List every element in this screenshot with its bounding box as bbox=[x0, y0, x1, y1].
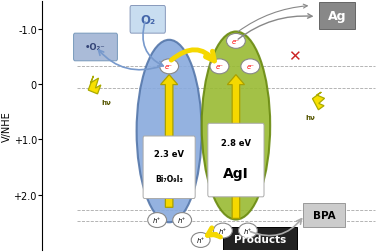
Text: Products: Products bbox=[234, 234, 286, 244]
Text: Bi₇O₉I₃: Bi₇O₉I₃ bbox=[155, 174, 183, 183]
Polygon shape bbox=[88, 77, 101, 94]
Polygon shape bbox=[312, 93, 325, 110]
FancyArrow shape bbox=[161, 75, 178, 207]
Ellipse shape bbox=[148, 213, 166, 228]
FancyBboxPatch shape bbox=[74, 34, 117, 61]
FancyBboxPatch shape bbox=[223, 227, 297, 251]
Text: 2.3 eV: 2.3 eV bbox=[154, 149, 184, 158]
Text: •O₂⁻: •O₂⁻ bbox=[85, 43, 106, 52]
Ellipse shape bbox=[173, 213, 192, 228]
FancyBboxPatch shape bbox=[303, 203, 345, 227]
Text: O₂: O₂ bbox=[140, 14, 155, 27]
Text: BPA: BPA bbox=[313, 210, 335, 220]
Ellipse shape bbox=[210, 60, 229, 75]
Text: h⁺: h⁺ bbox=[219, 228, 227, 234]
Ellipse shape bbox=[191, 233, 210, 247]
Ellipse shape bbox=[214, 223, 232, 238]
Text: h⁺: h⁺ bbox=[153, 217, 161, 223]
Text: AgI: AgI bbox=[223, 166, 249, 180]
Text: e⁻: e⁻ bbox=[216, 64, 223, 70]
FancyArrow shape bbox=[227, 75, 245, 218]
Y-axis label: V/NHE: V/NHE bbox=[2, 111, 12, 141]
Text: e⁻: e⁻ bbox=[232, 39, 240, 45]
Text: ✕: ✕ bbox=[288, 49, 301, 64]
Text: h⁺: h⁺ bbox=[197, 237, 205, 243]
FancyBboxPatch shape bbox=[208, 124, 264, 197]
Ellipse shape bbox=[238, 223, 257, 238]
Text: h⁺: h⁺ bbox=[178, 217, 186, 223]
Ellipse shape bbox=[160, 60, 178, 75]
Ellipse shape bbox=[241, 60, 260, 75]
Text: hν: hν bbox=[305, 115, 315, 121]
Text: e⁻: e⁻ bbox=[165, 64, 173, 70]
FancyBboxPatch shape bbox=[143, 137, 195, 199]
Text: hν: hν bbox=[101, 99, 111, 105]
Text: h⁺: h⁺ bbox=[244, 228, 252, 234]
FancyBboxPatch shape bbox=[319, 3, 355, 30]
FancyBboxPatch shape bbox=[130, 7, 165, 34]
Text: e⁻: e⁻ bbox=[246, 64, 254, 70]
Text: Ag: Ag bbox=[328, 10, 346, 23]
Ellipse shape bbox=[202, 32, 270, 220]
Ellipse shape bbox=[226, 34, 245, 49]
Ellipse shape bbox=[137, 41, 202, 222]
Text: 2.8 eV: 2.8 eV bbox=[221, 138, 251, 147]
